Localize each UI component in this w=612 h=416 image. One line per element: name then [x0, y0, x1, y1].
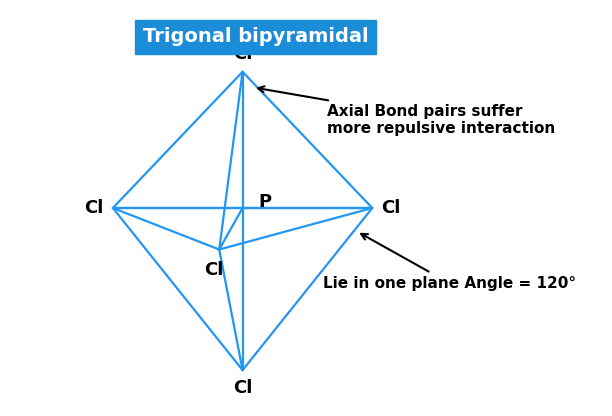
- Text: Cl: Cl: [233, 379, 252, 397]
- Text: P: P: [258, 193, 271, 210]
- Text: Cl: Cl: [204, 261, 224, 279]
- Text: Cl: Cl: [381, 199, 401, 217]
- Text: Lie in one plane Angle = 120°: Lie in one plane Angle = 120°: [323, 234, 576, 291]
- Text: Axial Bond pairs suffer
more repulsive interaction: Axial Bond pairs suffer more repulsive i…: [258, 86, 555, 136]
- Text: Cl: Cl: [233, 45, 252, 63]
- Text: Trigonal bipyramidal: Trigonal bipyramidal: [143, 27, 368, 46]
- Text: Cl: Cl: [84, 199, 104, 217]
